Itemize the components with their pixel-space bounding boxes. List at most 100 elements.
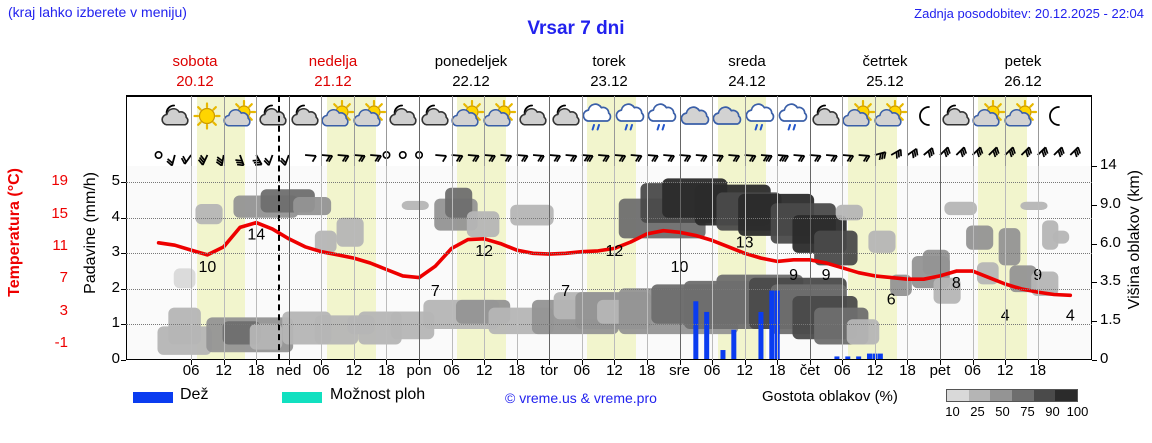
x-axis-tickmark [581, 360, 583, 365]
cloud-blob [1020, 201, 1048, 210]
rain-bar [720, 350, 726, 360]
temperature-tick: -1 [54, 333, 68, 351]
x-axis-tickmark [321, 360, 323, 365]
daylight-column [457, 140, 506, 166]
temperature-curve [156, 220, 1073, 298]
precipitation-axis-title: Padavine (mm/h) [82, 172, 99, 294]
wind-barb [321, 154, 334, 163]
vertical-gridline [646, 166, 648, 360]
vertical-gridline [744, 166, 746, 360]
wind-barb [353, 154, 366, 163]
icon-cell-separator [614, 96, 616, 166]
rain-legend-label: Dež [180, 386, 209, 403]
x-axis-tickmark [1037, 360, 1039, 365]
cloud-height-tick: 3.5 [1100, 272, 1121, 290]
cloud-density-step-10 [947, 390, 969, 401]
wind-barb [744, 154, 757, 163]
day-date: 23.12 [590, 73, 628, 90]
x-axis-tickmark [712, 360, 714, 365]
icon-cell-separator [842, 96, 844, 166]
x-axis-tickmark [419, 360, 421, 365]
wind-barb [679, 154, 692, 163]
x-axis-tick: 18 [638, 362, 656, 379]
day-date: 26.12 [1004, 73, 1042, 90]
daylight-column [326, 140, 376, 166]
temperature-label: 10 [199, 259, 217, 276]
precipitation-tick: 5 [111, 172, 120, 190]
copyright-link[interactable]: © vreme.us & vreme.pro [505, 390, 657, 406]
wind-barb [826, 154, 838, 163]
rain-bar [731, 329, 737, 360]
weather-icon-moon-cloud [418, 100, 452, 134]
precipitation-tick: 2 [111, 278, 120, 296]
wind-barb [154, 151, 163, 160]
wind-barb [630, 154, 643, 163]
x-axis-tick: 06 [573, 362, 591, 379]
cloud-height-tickmark [1092, 321, 1097, 323]
wind-barb [809, 154, 822, 163]
weather-icon-sun-cloud [1004, 99, 1038, 134]
day-name: četrtek [862, 53, 908, 70]
day-separator [419, 96, 421, 360]
temperature-label: 4 [1066, 307, 1075, 324]
day-header-2: nedelja 21.12 [264, 52, 402, 96]
wind-barb [663, 154, 675, 163]
x-axis-tick: 12 [475, 362, 493, 379]
temperature-tick: 19 [51, 172, 68, 190]
x-axis-tickmark [777, 360, 779, 365]
precipitation-tick: 3 [111, 243, 120, 261]
wind-barb [565, 154, 578, 163]
vertical-gridline [972, 166, 974, 360]
temperature-label: 7 [431, 283, 440, 300]
daylight-column [978, 140, 1027, 166]
wind-barb [1020, 146, 1033, 158]
day-date: 22.12 [452, 73, 490, 90]
weather-icon-cloud-rain [646, 100, 680, 134]
wind-barb [516, 154, 529, 163]
rain-bar [877, 353, 883, 360]
icon-cell-separator [321, 96, 323, 166]
wind-barb [777, 154, 789, 163]
wind-barb [712, 154, 724, 163]
weather-icon-moon-cloud [386, 100, 420, 134]
wind-barb [197, 154, 209, 166]
weather-icon-moon-cloud [549, 100, 583, 134]
x-axis-tickmark [549, 360, 551, 365]
temperature-axis-title: Temperatura (°C) [6, 168, 23, 297]
wind-barb [370, 154, 382, 163]
wind-barb [906, 147, 919, 159]
wind-barb [988, 146, 1000, 158]
x-axis-tick: čet [799, 362, 820, 379]
rain-bar [856, 356, 862, 360]
wind-barb [484, 154, 496, 163]
temperature-tick: 15 [51, 204, 68, 222]
icon-cell-separator [256, 96, 258, 166]
vertical-gridline [874, 166, 876, 360]
weather-icon-moon [1037, 100, 1071, 134]
day-separator [288, 96, 290, 360]
x-axis-tick: 18 [247, 362, 265, 379]
rain-bar [866, 353, 872, 360]
daylight-column [587, 140, 637, 166]
precipitation-tickmark [121, 324, 126, 326]
temperature-label: 9 [822, 267, 831, 284]
wind-barb [549, 154, 561, 163]
daylight-column [847, 140, 897, 166]
x-axis-tick: 12 [345, 362, 363, 379]
wind-barb [435, 154, 448, 163]
weather-icon-moon-cloud [939, 100, 973, 134]
cloud-blob [157, 326, 212, 355]
cloud-height-tickmark [1092, 243, 1097, 245]
wind-barb [971, 146, 984, 158]
x-axis-tickmark [1005, 360, 1007, 365]
icon-cell-separator [712, 96, 714, 166]
cloud-height-tickmark [1092, 204, 1097, 206]
cloud-density-tick: 25 [970, 404, 985, 419]
wind-barb [1004, 146, 1016, 158]
x-axis-tickmark [451, 360, 453, 365]
day-name: nedelja [308, 53, 358, 70]
temperature-label: 8 [952, 275, 961, 292]
rain-bar [704, 311, 710, 360]
day-header-3: ponedeljek 22.12 [402, 52, 540, 96]
